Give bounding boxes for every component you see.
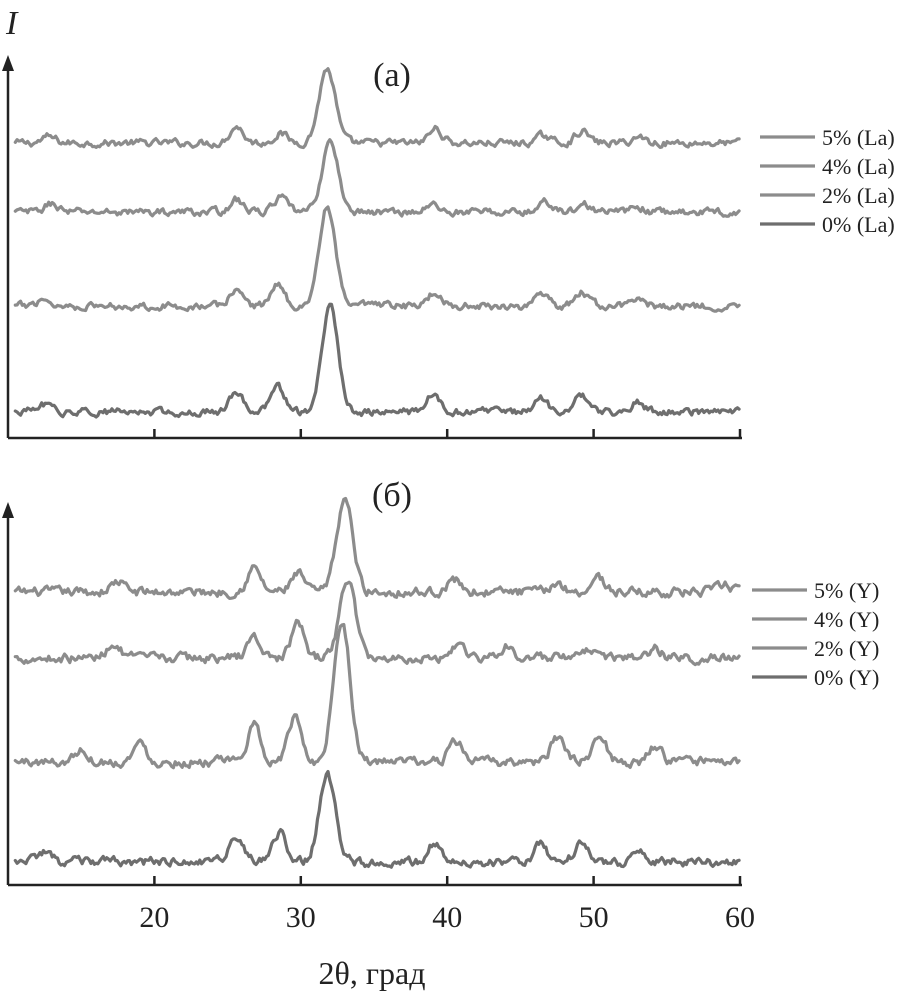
panel-a: I (а) 5% (La) 4% (La) 2% (La) 0% (La) <box>2 5 895 440</box>
x-tick-label-60: 60 <box>725 901 755 934</box>
x-tick-label-50: 50 <box>579 901 609 934</box>
x-tick-label-20: 20 <box>139 901 169 934</box>
series-line-4-y- <box>13 580 741 667</box>
series-line-0-y- <box>13 769 741 869</box>
legend-entry-label: 4% (Y) <box>814 607 879 632</box>
panel-b-title: (б) <box>372 477 412 514</box>
panel-b-tick-labels: 20 30 40 50 60 <box>139 901 755 934</box>
panel-b-legend: 5% (Y) 4% (Y) 2% (Y) 0% (Y) <box>752 578 879 690</box>
legend-entry-label: 0% (La) <box>822 212 895 237</box>
panel-1-y-axis-arrow <box>2 502 14 518</box>
series-line-0-la- <box>13 302 741 419</box>
legend-entry-label: 5% (La) <box>822 125 895 150</box>
series-line-5-la- <box>13 67 741 150</box>
panel-b-axes <box>2 502 742 887</box>
legend-entry-label: 2% (La) <box>822 183 895 208</box>
series-line-2-la- <box>13 205 741 313</box>
panel-0-y-axis-arrow <box>2 55 14 71</box>
panel-b: (б) 5% (Y) 4% (Y) 2% (Y) 0% (Y) 20 30 40 50 60 <box>2 477 879 934</box>
x-axis-title: 2θ, град <box>319 955 426 991</box>
x-tick-label-30: 30 <box>286 901 316 934</box>
legend-entry-label: 5% (Y) <box>814 578 879 603</box>
panel-a-axes <box>2 55 742 440</box>
series-line-5-y- <box>13 496 741 600</box>
panel-b-curves <box>13 496 741 869</box>
series-line-2-y- <box>13 622 741 770</box>
legend-entry-label: 2% (Y) <box>814 636 879 661</box>
x-tick-label-40: 40 <box>432 901 462 934</box>
legend-entry-label: 4% (La) <box>822 154 895 179</box>
panel-a-curves <box>13 67 741 419</box>
panel-a-y-axis-label: I <box>5 5 19 42</box>
panel-a-legend: 5% (La) 4% (La) 2% (La) 0% (La) <box>760 125 895 237</box>
series-line-4-la- <box>13 138 741 218</box>
panel-a-title: (а) <box>373 57 411 94</box>
legend-entry-label: 0% (Y) <box>814 665 879 690</box>
